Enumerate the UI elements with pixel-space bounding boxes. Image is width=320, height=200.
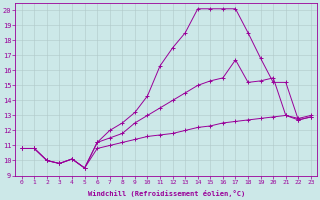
X-axis label: Windchill (Refroidissement éolien,°C): Windchill (Refroidissement éolien,°C) (88, 190, 245, 197)
